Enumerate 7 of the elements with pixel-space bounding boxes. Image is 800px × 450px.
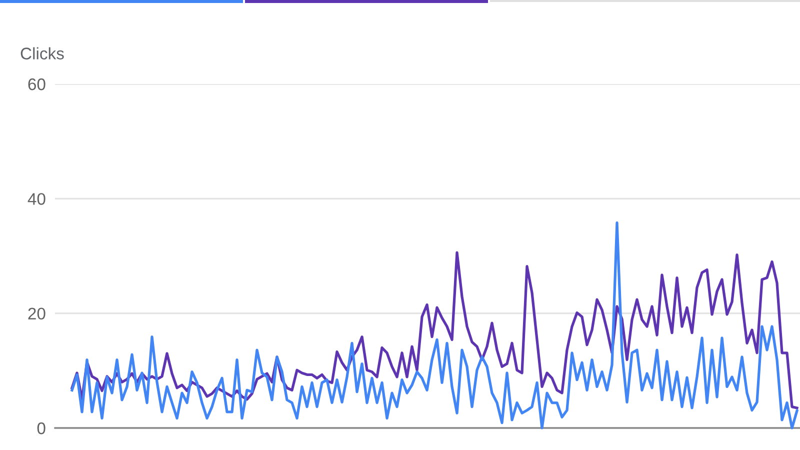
line-series — [70, 221, 798, 430]
y-tick-label: 60 — [28, 78, 46, 90]
line-series — [70, 251, 798, 410]
y-tick-label: 20 — [28, 308, 46, 320]
y-tick-label: 0 — [37, 422, 46, 434]
y-tick-label: 40 — [28, 193, 46, 205]
y-axis-title: Clicks — [20, 47, 64, 60]
